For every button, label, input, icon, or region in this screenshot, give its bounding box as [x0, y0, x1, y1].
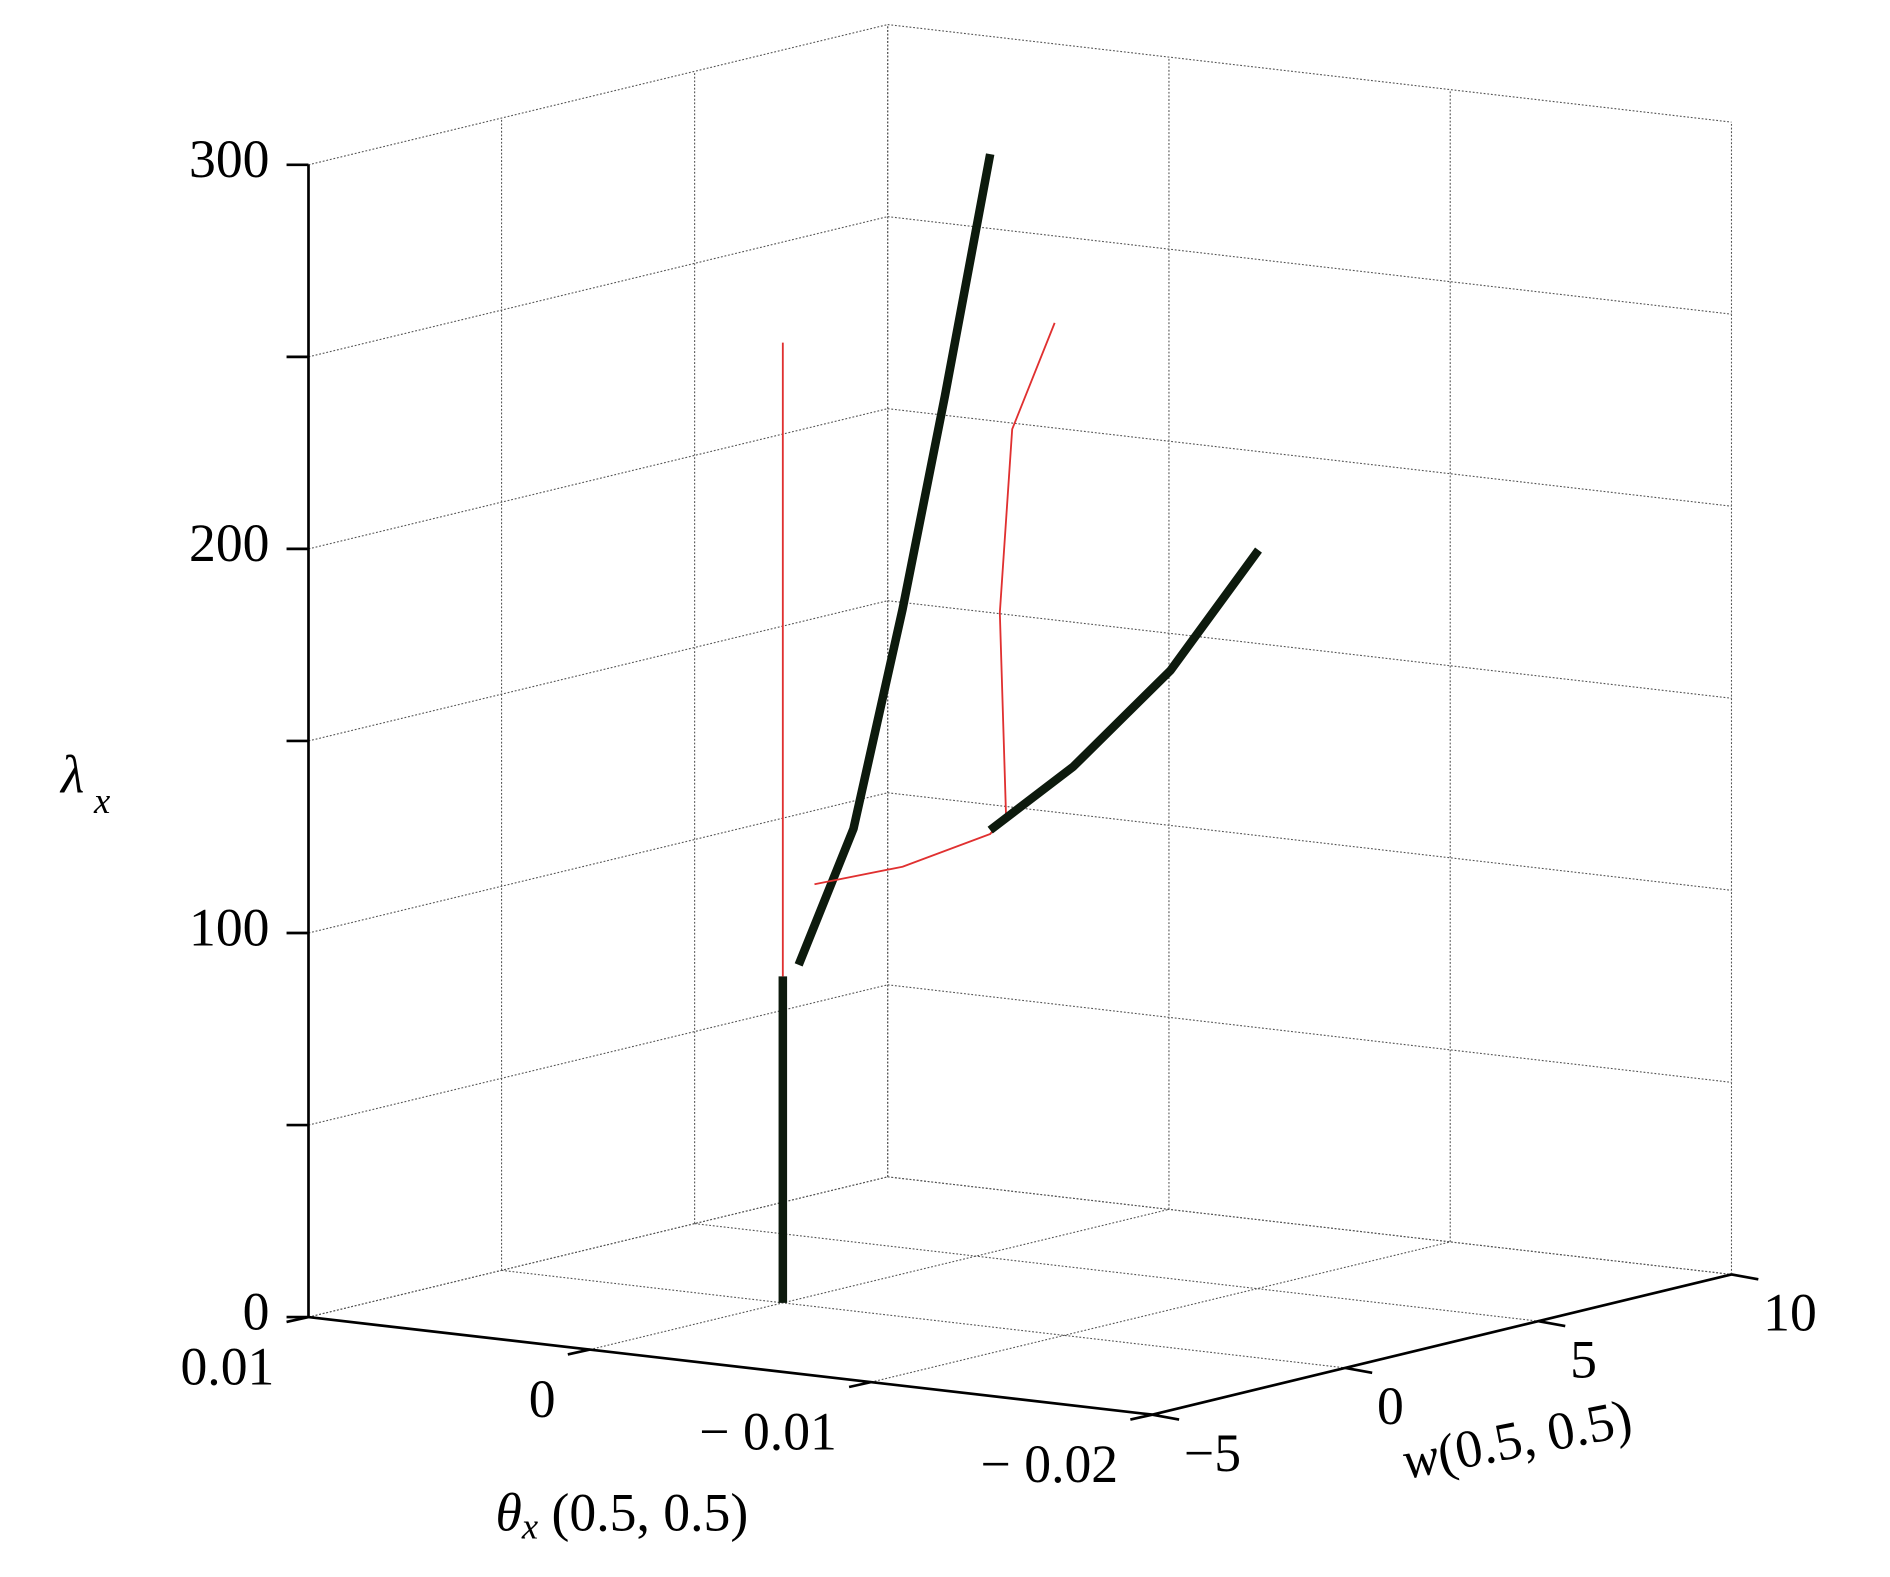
- x-label-subscript: x: [521, 1506, 538, 1547]
- data-line: [794, 153, 995, 967]
- grid-line: [308, 24, 888, 166]
- grid-line: [308, 216, 888, 358]
- grid: [307, 24, 1733, 1416]
- x-axis: [308, 1315, 1153, 1416]
- z-label-symbol: λ: [59, 745, 84, 805]
- x-axis-label: θx (0.5, 0.5): [496, 1483, 749, 1547]
- y-tick-label: 0: [1377, 1376, 1404, 1436]
- y-axis-label: w(0.5, 0.5): [1397, 1388, 1637, 1491]
- x-tick-label: 0.01: [180, 1336, 274, 1396]
- z-label-subscript: x: [93, 780, 110, 821]
- grid-line: [887, 600, 1732, 699]
- grid-line: [887, 24, 1732, 123]
- x-tick-label: 0: [529, 1369, 556, 1429]
- y-tick-label: −5: [1184, 1423, 1241, 1483]
- y-tick: [1345, 1366, 1373, 1375]
- z-tick-label: 300: [189, 129, 269, 189]
- grid-line: [887, 984, 1732, 1083]
- data-line: [814, 322, 1056, 886]
- grid-line: [887, 792, 1732, 891]
- x-tick: [286, 1315, 309, 1324]
- x-tick-label: − 0.01: [699, 1401, 837, 1461]
- y-tick: [1731, 1273, 1759, 1281]
- z-tick-label: 200: [189, 513, 269, 573]
- x-tick: [848, 1380, 872, 1389]
- grid-line: [308, 792, 888, 934]
- grid-line: [870, 1241, 1451, 1383]
- grid-line: [308, 984, 888, 1126]
- data-line: [987, 547, 1262, 834]
- grid-line: [694, 1223, 1539, 1322]
- z-tick-label: 0: [243, 1281, 270, 1341]
- grid-line: [887, 216, 1732, 315]
- x-tick: [567, 1348, 591, 1356]
- y-tick-label: 10: [1763, 1283, 1817, 1343]
- y-tick: [1538, 1319, 1566, 1328]
- y-tick: [1152, 1413, 1180, 1421]
- y-tick-label: 5: [1570, 1329, 1597, 1389]
- z-tick-label: 100: [189, 897, 269, 957]
- y-axis: [1151, 1273, 1732, 1416]
- grid-line: [308, 408, 888, 550]
- x-label-symbol: θ: [496, 1483, 522, 1543]
- x-tick: [1130, 1413, 1153, 1421]
- y-label-text: (0.5, 0.5): [1432, 1388, 1636, 1484]
- grid-line: [589, 1208, 1170, 1351]
- grid-line: [887, 1176, 1732, 1275]
- data-lines: [778, 153, 1262, 1303]
- grid-line: [308, 1176, 888, 1318]
- x-label-text: (0.5, 0.5): [538, 1483, 748, 1543]
- grid-line: [501, 1269, 1346, 1369]
- grid-line: [887, 408, 1732, 507]
- x-tick-label: − 0.02: [981, 1434, 1119, 1494]
- grid-line: [308, 600, 888, 742]
